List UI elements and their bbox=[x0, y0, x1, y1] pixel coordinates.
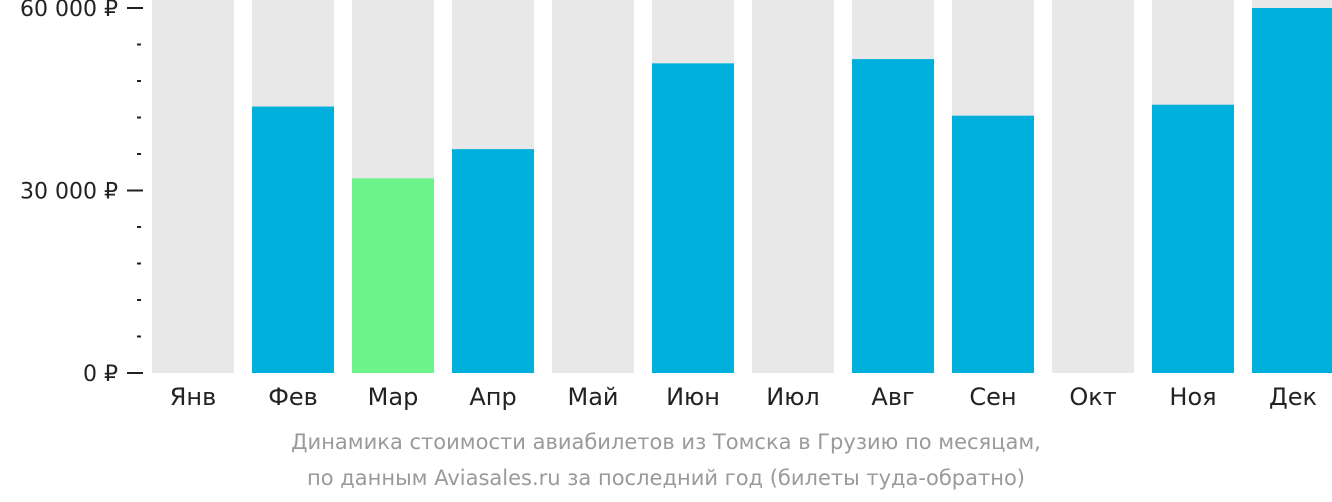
x-tick-label-6: Июн bbox=[666, 383, 720, 411]
x-tick-label-12: Дек bbox=[1269, 383, 1317, 411]
bar-2[interactable] bbox=[252, 106, 334, 374]
bar-3[interactable] bbox=[352, 178, 434, 373]
y-tick-label-2: 30 000 ₽ bbox=[20, 180, 118, 205]
x-tick-label-2: Фев bbox=[268, 383, 318, 411]
y-tick-label-3: 0 ₽ bbox=[83, 362, 118, 387]
bar-chart: Янв Фев Мар Апр Май Июн Июл Авг Сен Окт Ноя Дек 60 0… bbox=[20, 0, 1332, 411]
x-tick-label-4: Апр bbox=[469, 383, 516, 411]
bar-12[interactable] bbox=[1252, 8, 1332, 373]
background-column-7 bbox=[752, 0, 834, 373]
chart-caption-line-2: по данным Aviasales.ru за последний год … bbox=[307, 466, 1025, 490]
background-column-1 bbox=[152, 0, 234, 373]
bar-6[interactable] bbox=[652, 63, 734, 373]
bar-11[interactable] bbox=[1152, 104, 1234, 373]
x-tick-label-5: Май bbox=[567, 383, 618, 411]
bar-9[interactable] bbox=[952, 115, 1034, 374]
x-tick-label-3: Мар bbox=[368, 383, 419, 411]
x-tick-label-7: Июл bbox=[766, 383, 820, 411]
x-tick-label-1: Янв bbox=[170, 383, 217, 411]
y-tick-label-1: 60 000 ₽ bbox=[20, 0, 118, 22]
bar-8[interactable] bbox=[852, 59, 934, 373]
chart-caption-line-1: Динамика стоимости авиабилетов из Томска… bbox=[291, 430, 1041, 454]
background-column-5 bbox=[552, 0, 634, 373]
x-tick-label-11: Ноя bbox=[1169, 383, 1216, 411]
x-tick-label-8: Авг bbox=[871, 383, 914, 411]
x-tick-label-10: Окт bbox=[1069, 383, 1116, 411]
bar-4[interactable] bbox=[452, 149, 534, 373]
background-column-10 bbox=[1052, 0, 1134, 373]
x-tick-label-9: Сен bbox=[969, 383, 1016, 411]
